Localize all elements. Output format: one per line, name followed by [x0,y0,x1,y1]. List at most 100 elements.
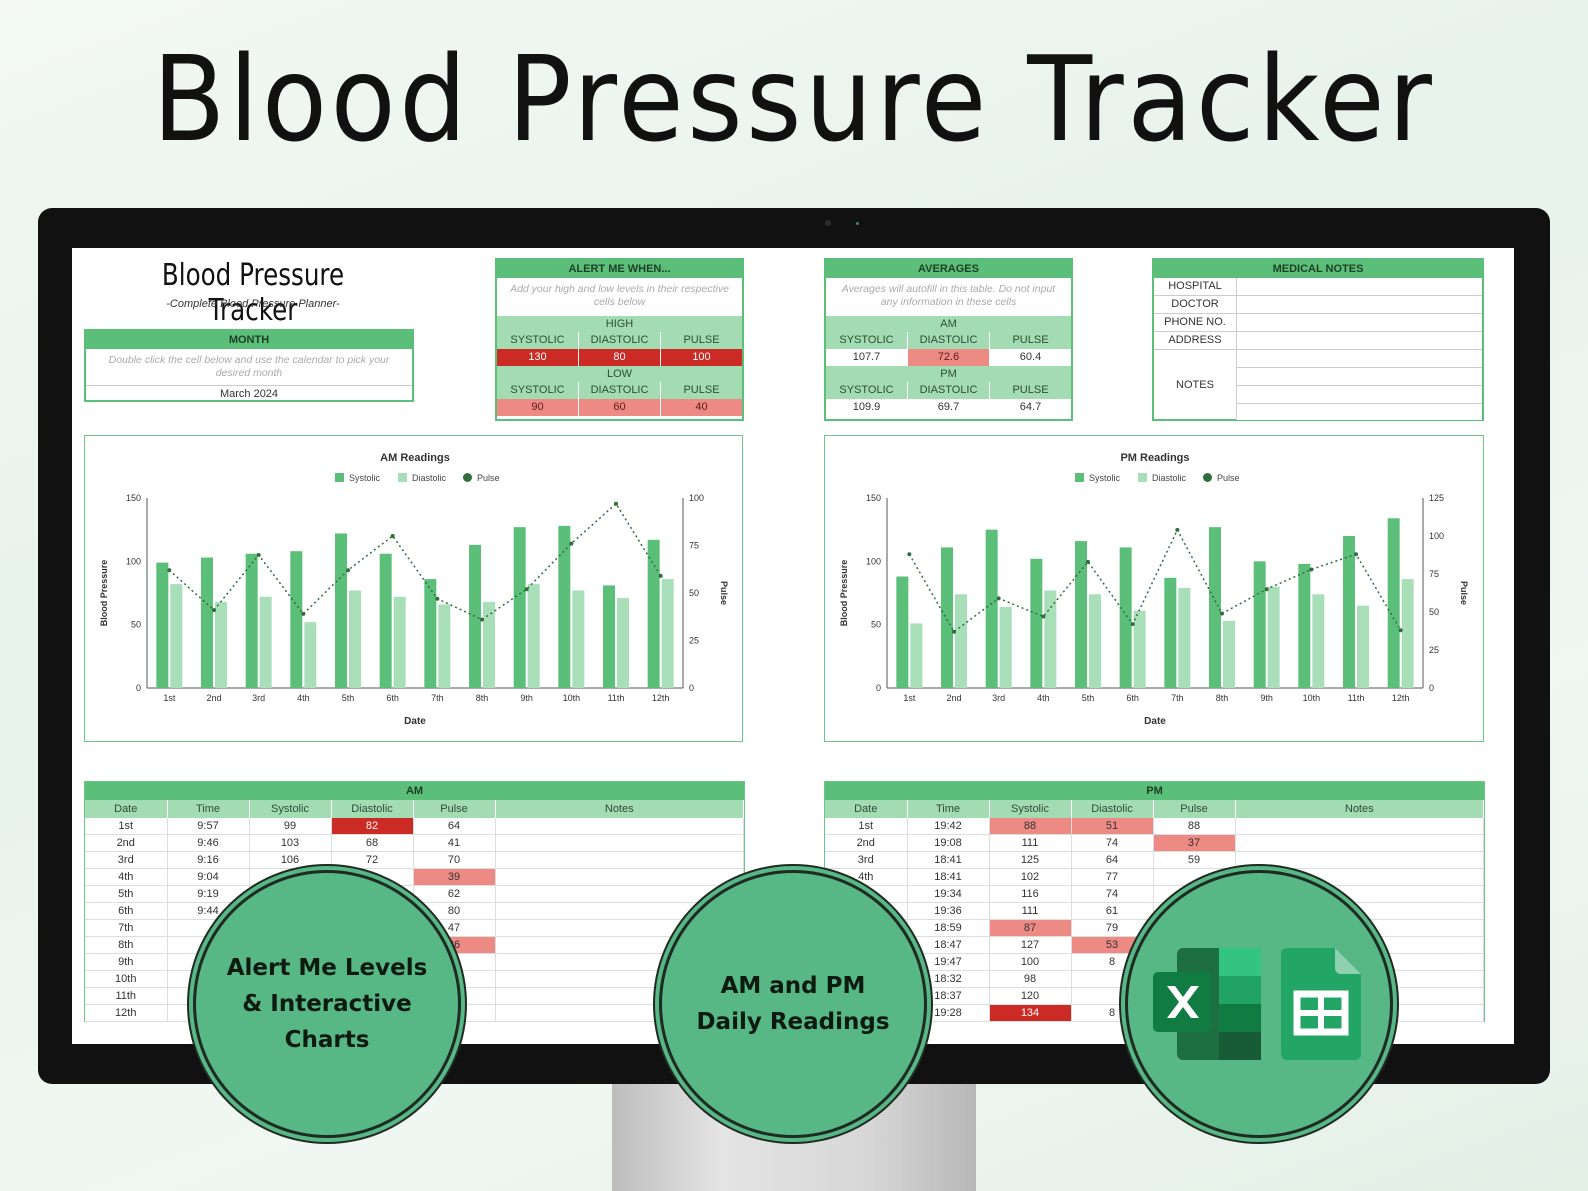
diastolic-cell[interactable]: 74 [1071,834,1154,852]
date-cell[interactable]: 4th [85,868,168,886]
systolic-cell[interactable]: 88 [989,818,1072,835]
time-cell[interactable]: 9:19 [167,885,250,903]
diastolic-cell[interactable]: 74 [1071,885,1154,903]
systolic-cell[interactable]: 111 [989,834,1072,852]
date-cell[interactable]: 4th [825,868,908,886]
pulse-point [480,617,484,622]
time-cell[interactable]: 19:08 [907,834,990,852]
pulse-cell[interactable]: 88 [1153,818,1236,835]
systolic-cell[interactable]: 100 [989,953,1072,971]
time-cell[interactable]: 18:59 [907,919,990,937]
low-diastolic-cell[interactable]: 60 [579,399,661,416]
notes-cell[interactable] [495,885,744,903]
time-cell[interactable]: 18:41 [907,851,990,869]
systolic-cell[interactable]: 111 [989,902,1072,920]
diastolic-cell[interactable]: 61 [1071,902,1154,920]
diastolic-cell[interactable]: 79 [1071,919,1154,937]
time-cell[interactable]: 19:34 [907,885,990,903]
time-cell[interactable]: 18:41 [907,868,990,886]
high-systolic-cell[interactable]: 130 [497,349,579,366]
x-tick-label: 12th [652,693,670,703]
date-cell[interactable]: 1st [85,818,168,835]
notes-row[interactable]: NOTES [1154,350,1482,420]
systolic-cell[interactable]: 106 [249,851,332,869]
time-cell[interactable]: 9:57 [167,818,250,835]
date-cell[interactable]: 5th [85,885,168,903]
low-systolic-cell[interactable]: 90 [497,399,579,416]
time-cell[interactable]: 18:32 [907,970,990,988]
high-diastolic-cell[interactable]: 80 [579,349,661,366]
diastolic-bar [170,584,183,688]
pulse-cell[interactable]: 41 [413,834,496,852]
time-cell[interactable]: 18:47 [907,936,990,954]
averages-am-label: AM [826,316,1071,332]
systolic-cell[interactable]: 116 [989,885,1072,903]
systolic-cell[interactable]: 127 [989,936,1072,954]
date-cell[interactable]: 9th [85,953,168,971]
diastolic-cell[interactable]: 51 [1071,818,1154,835]
pulse-point [1354,552,1358,557]
pulse-cell[interactable]: 70 [413,851,496,869]
notes-cell[interactable] [495,868,744,886]
notes-cell[interactable] [1235,851,1484,869]
pulse-cell[interactable]: 64 [413,818,496,835]
notes-cell[interactable] [1235,818,1484,835]
phone-row[interactable]: PHONE NO. [1154,314,1482,332]
hospital-row[interactable]: HOSPITAL [1154,278,1482,296]
date-cell[interactable]: 12th [85,1004,168,1022]
systolic-cell[interactable]: 102 [989,868,1072,886]
pulse-cell[interactable]: 59 [1153,851,1236,869]
systolic-cell[interactable]: 120 [989,987,1072,1005]
month-value[interactable]: March 2024 [86,385,412,403]
systolic-cell[interactable]: 99 [249,818,332,835]
time-cell[interactable]: 19:28 [907,1004,990,1022]
date-cell[interactable]: 3rd [85,851,168,869]
pulse-cell[interactable]: 39 [413,868,496,886]
date-cell[interactable]: 8th [85,936,168,954]
systolic-cell[interactable]: 103 [249,834,332,852]
date-cell[interactable]: 7th [85,919,168,937]
low-pulse-cell[interactable]: 40 [661,399,742,416]
notes-cell[interactable] [495,851,744,869]
time-cell[interactable]: 19:47 [907,953,990,971]
time-cell[interactable]: 9:16 [167,851,250,869]
systolic-cell[interactable]: 87 [989,919,1072,937]
notes-cell[interactable] [1235,834,1484,852]
date-column-header: Date [85,800,168,818]
diastolic-cell[interactable]: 53 [1071,936,1154,954]
date-cell[interactable]: 11th [85,987,168,1005]
pulse-cell[interactable]: 62 [413,885,496,903]
date-cell[interactable]: 6th [85,902,168,920]
time-cell[interactable]: 9:04 [167,868,250,886]
high-pulse-cell[interactable]: 100 [661,349,742,366]
systolic-cell[interactable]: 98 [989,970,1072,988]
time-cell[interactable]: 9:46 [167,834,250,852]
diastolic-cell[interactable]: 72 [331,851,414,869]
diastolic-cell[interactable]: 64 [1071,851,1154,869]
pm-readings-chart[interactable]: PM Readings Systolic Diastolic Pulse 0 50 100 1… [825,436,1483,741]
diastolic-cell[interactable]: 68 [331,834,414,852]
systolic-cell[interactable]: 125 [989,851,1072,869]
date-cell[interactable]: 10th [85,970,168,988]
date-cell[interactable]: 2nd [85,834,168,852]
date-cell[interactable]: 2nd [825,834,908,852]
pulse-cell[interactable]: 80 [413,902,496,920]
address-row[interactable]: ADDRESS [1154,332,1482,350]
time-cell[interactable]: 19:36 [907,902,990,920]
time-cell[interactable]: 19:42 [907,818,990,835]
systolic-cell[interactable]: 134 [989,1004,1072,1022]
notes-cell[interactable] [495,834,744,852]
am-readings-chart[interactable]: AM Readings Systolic Diastolic Pulse 0 50 100 1… [85,436,742,741]
diastolic-cell[interactable]: 77 [1071,868,1154,886]
pulse-cell[interactable]: 37 [1153,834,1236,852]
address-label: ADDRESS [1154,332,1237,349]
averages-hint: Averages will autofill in this table. Do… [841,283,1056,308]
diastolic-bar [572,590,585,688]
doctor-row[interactable]: DOCTOR [1154,296,1482,314]
time-cell[interactable]: 18:37 [907,987,990,1005]
date-cell[interactable]: 3rd [825,851,908,869]
notes-cell[interactable] [495,818,744,835]
date-cell[interactable]: 1st [825,818,908,835]
diastolic-cell[interactable]: 82 [331,818,414,835]
pulse-point [435,596,440,601]
